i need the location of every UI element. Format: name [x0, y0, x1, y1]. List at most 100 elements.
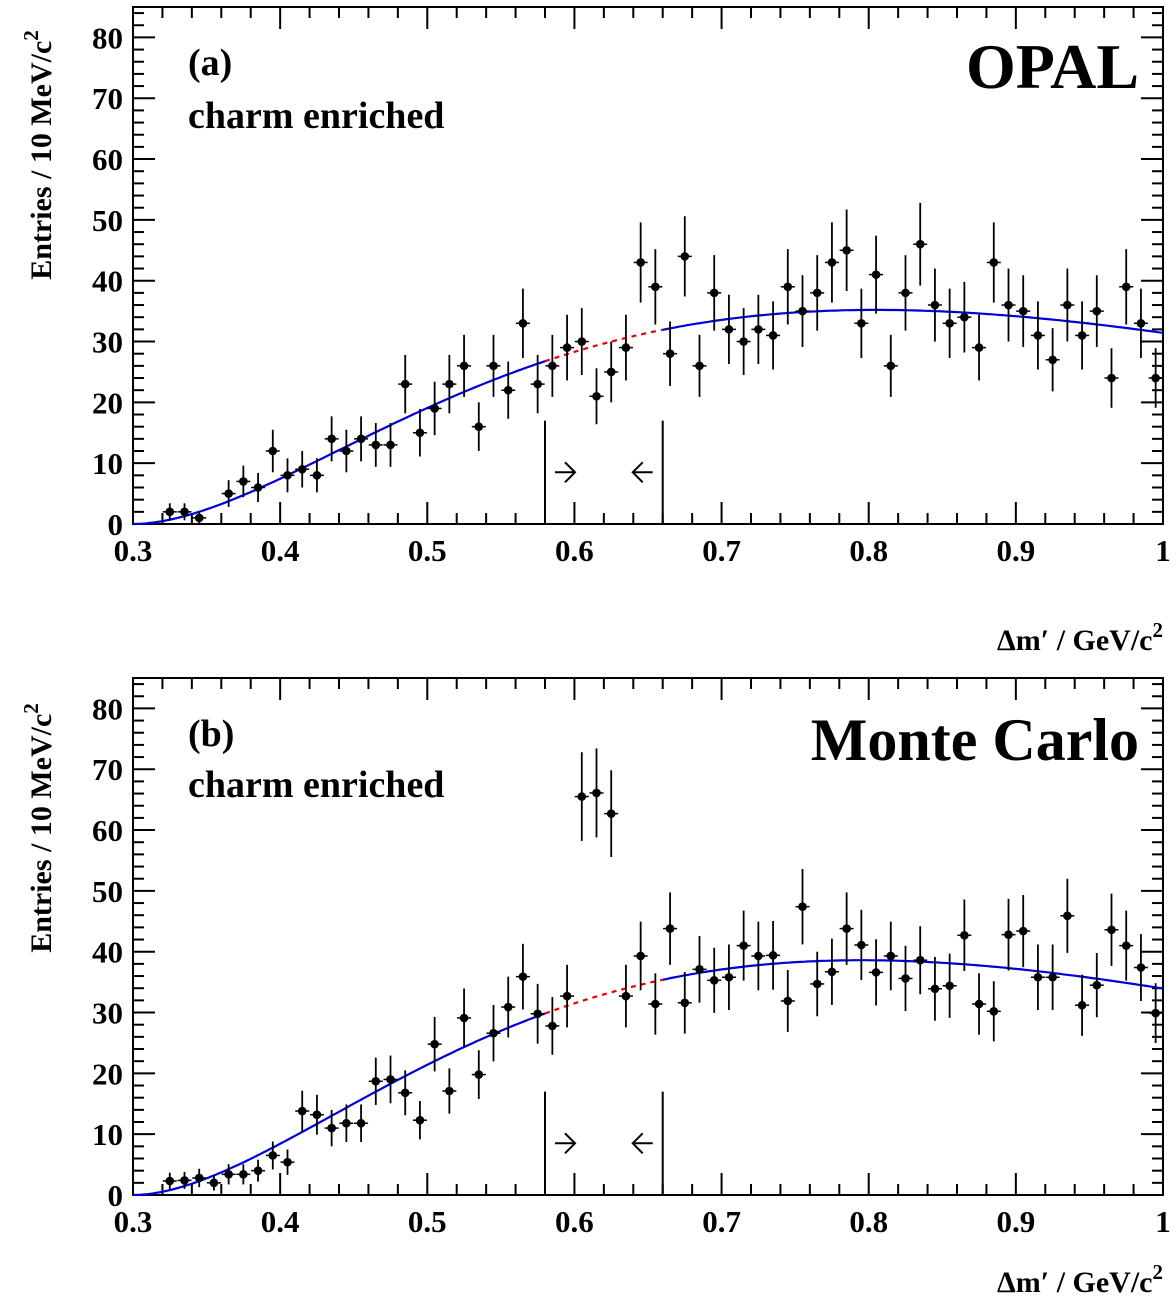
data-point: [309, 1094, 324, 1135]
data-marker: [1048, 972, 1057, 982]
data-marker: [680, 252, 690, 261]
data-marker: [812, 288, 822, 298]
data-marker: [1033, 972, 1043, 982]
data-point: [869, 939, 884, 1006]
data-point: [707, 947, 722, 1013]
data-point: [736, 308, 751, 375]
data-marker: [327, 1123, 336, 1133]
data-point: [780, 249, 795, 325]
data-marker: [857, 318, 866, 328]
window-arrow-left: [631, 1132, 653, 1155]
x-tick-label: 0.6: [555, 533, 594, 568]
data-marker: [386, 440, 395, 450]
plot-frame: [132, 677, 1164, 1196]
panel-label: (b): [188, 713, 234, 755]
data-point: [339, 429, 354, 473]
data-marker: [533, 1009, 542, 1019]
data-point: [677, 216, 692, 297]
data-marker: [1151, 373, 1160, 383]
data-point: [1030, 301, 1045, 370]
data-point: [515, 288, 530, 358]
data-marker: [489, 361, 498, 371]
data-marker: [268, 446, 278, 456]
data-marker: [592, 788, 601, 798]
data-point: [1060, 878, 1075, 953]
data-marker: [989, 258, 999, 267]
data-marker: [665, 349, 675, 358]
data-point: [486, 334, 501, 397]
data-point: [530, 983, 545, 1044]
data-marker: [312, 1110, 322, 1120]
data-marker: [665, 924, 675, 933]
data-point: [560, 314, 575, 381]
data-marker: [386, 1075, 395, 1084]
x-tick-label: 0.3: [114, 533, 153, 568]
data-marker: [798, 902, 807, 911]
data-marker: [503, 1002, 513, 1012]
data-point: [824, 222, 839, 303]
y-tick-label: 40: [92, 935, 123, 970]
data-point: [1045, 328, 1060, 392]
data-point: [545, 997, 560, 1055]
data-point: [177, 503, 192, 521]
data-point: [780, 970, 795, 1032]
data-point: [162, 1172, 177, 1190]
data-marker: [1136, 963, 1146, 972]
data-point: [427, 1016, 442, 1072]
data-marker: [180, 507, 189, 517]
data-marker: [548, 361, 557, 371]
data-point: [633, 222, 648, 303]
x-axis-label-main: Δm′ / GeV/c: [997, 624, 1153, 657]
data-marker: [592, 391, 601, 401]
data-marker: [754, 951, 763, 961]
data-point: [192, 511, 207, 524]
data-marker: [1151, 1008, 1160, 1018]
data-point: [692, 334, 707, 397]
data-point: [471, 1050, 486, 1099]
data-marker: [886, 951, 896, 961]
plot-frame: [132, 6, 1164, 525]
data-marker: [297, 464, 307, 474]
data-point: [751, 294, 766, 365]
x-tick-label: 0.5: [408, 1204, 447, 1239]
data-marker: [945, 981, 954, 991]
data-point: [1016, 275, 1031, 348]
data-point: [1075, 301, 1090, 370]
data-marker: [827, 258, 837, 267]
x-tick-label: 0.8: [849, 1204, 888, 1239]
data-point: [942, 288, 957, 358]
data-point: [913, 202, 928, 286]
data-point: [265, 429, 280, 473]
x-tick-label: 0.9: [996, 533, 1035, 568]
data-marker: [1063, 300, 1072, 310]
data-marker: [518, 972, 528, 981]
data-marker: [783, 996, 793, 1006]
data-point: [354, 416, 369, 462]
fit-curve-interpolated: [544, 328, 663, 363]
data-point: [589, 368, 604, 425]
data-point: [501, 976, 516, 1038]
data-marker: [356, 434, 366, 444]
window-arrow-right: [555, 461, 577, 484]
data-point: [766, 301, 781, 370]
data-point: [457, 988, 472, 1048]
data-marker: [194, 1173, 204, 1183]
data-point: [927, 268, 942, 342]
data-point: [339, 1104, 354, 1143]
data-marker: [871, 968, 881, 977]
data-point: [648, 249, 663, 325]
data-marker: [371, 1076, 381, 1086]
data-marker: [1063, 911, 1072, 921]
data-point: [295, 451, 310, 488]
data-point: [442, 354, 457, 414]
data-point: [412, 1100, 427, 1140]
data-marker: [1077, 331, 1087, 340]
data-point: [368, 1057, 383, 1105]
data-marker: [562, 343, 572, 352]
data-marker: [224, 1170, 233, 1179]
data-point: [280, 1149, 295, 1175]
data-point: [1133, 288, 1148, 358]
data-point: [986, 222, 1001, 303]
data-point: [957, 281, 972, 353]
